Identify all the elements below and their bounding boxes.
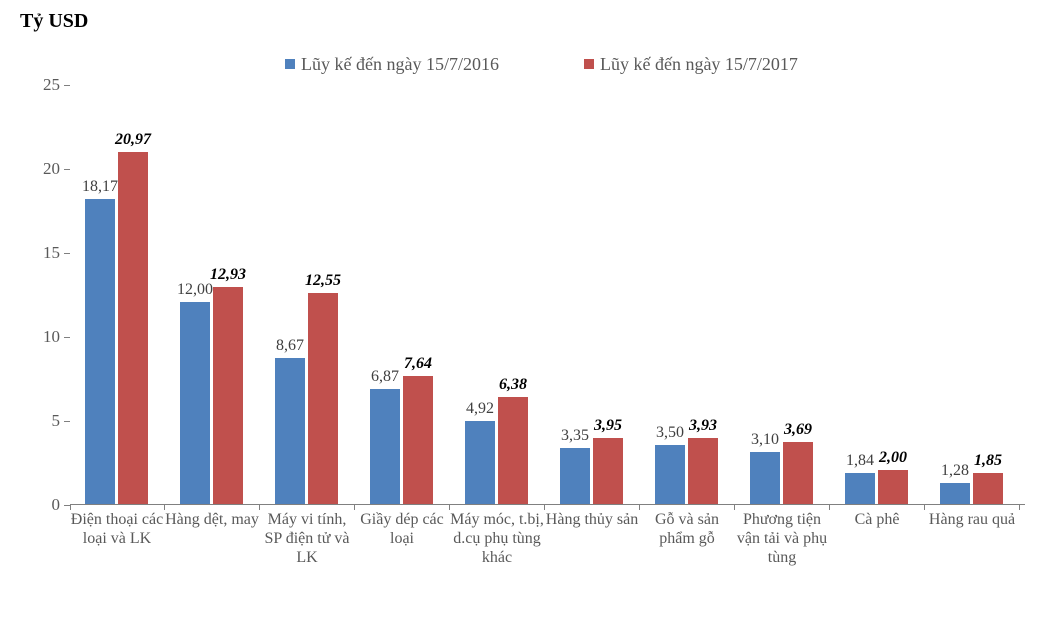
bar-group: 6,877,64 <box>370 376 433 504</box>
bar-value-label: 3,50 <box>656 424 684 442</box>
bar: 12,55 <box>308 293 338 504</box>
y-tick-label: 15 <box>30 243 60 263</box>
bar-value-label: 20,97 <box>115 131 151 149</box>
category-tick <box>70 504 71 510</box>
y-tick <box>64 253 70 254</box>
bar: 3,95 <box>593 438 623 504</box>
bar-group: 18,1720,97 <box>85 152 148 504</box>
legend-swatch-2017 <box>584 59 594 69</box>
bar-group: 1,281,85 <box>940 473 1003 504</box>
category-label: Máy vi tính, SP điện tử và LK <box>260 504 355 568</box>
y-tick <box>64 85 70 86</box>
y-tick <box>64 421 70 422</box>
bar-group: 1,842,00 <box>845 470 908 504</box>
bar: 3,50 <box>655 445 685 504</box>
legend-swatch-2016 <box>285 59 295 69</box>
bar-value-label: 18,17 <box>82 178 118 196</box>
bar-value-label: 3,35 <box>561 427 589 445</box>
bar-value-label: 3,69 <box>784 421 812 439</box>
y-tick-label: 20 <box>30 159 60 179</box>
category-label: Hàng dệt, may <box>165 504 260 529</box>
bar-group: 12,0012,93 <box>180 287 243 504</box>
bar-group: 3,503,93 <box>655 438 718 504</box>
bar-group: 8,6712,55 <box>275 293 338 504</box>
bar-group: 4,926,38 <box>465 397 528 504</box>
bar-value-label: 7,64 <box>404 355 432 373</box>
bar-value-label: 6,38 <box>499 376 527 394</box>
bar-value-label: 3,10 <box>751 431 779 449</box>
bar: 7,64 <box>403 376 433 504</box>
legend: Lũy kế đến ngày 15/7/2016 Lũy kế đến ngà… <box>285 50 1005 78</box>
category-label: Phương tiện vận tải và phụ tùng <box>735 504 830 568</box>
bar: 3,93 <box>688 438 718 504</box>
legend-label-2016: Lũy kế đến ngày 15/7/2016 <box>301 54 499 75</box>
bar: 1,84 <box>845 473 875 504</box>
y-tick <box>64 169 70 170</box>
plot-area: 051015202518,1720,97Điện thoại các loại … <box>70 85 1025 505</box>
bar-group: 3,353,95 <box>560 438 623 504</box>
category-label: Máy móc, t.bị, d.cụ phụ tùng khác <box>450 504 545 568</box>
bar-value-label: 2,00 <box>879 449 907 467</box>
bar: 20,97 <box>118 152 148 504</box>
bar: 3,35 <box>560 448 590 504</box>
y-tick-label: 10 <box>30 327 60 347</box>
bar-value-label: 6,87 <box>371 368 399 386</box>
bar-value-label: 4,92 <box>466 400 494 418</box>
bar: 1,85 <box>973 473 1003 504</box>
bar-group: 3,103,69 <box>750 442 813 504</box>
category-label: Điện thoại các loại và LK <box>70 504 165 548</box>
y-tick-label: 5 <box>30 411 60 431</box>
legend-item-2017: Lũy kế đến ngày 15/7/2017 <box>584 54 798 75</box>
chart-container: Tỷ USD Lũy kế đến ngày 15/7/2016 Lũy kế … <box>20 10 1030 610</box>
bar-value-label: 3,93 <box>689 417 717 435</box>
bar-value-label: 8,67 <box>276 337 304 355</box>
bar-value-label: 12,00 <box>177 281 213 299</box>
category-label: Cà phê <box>830 504 925 529</box>
category-label: Hàng rau quả <box>925 504 1020 529</box>
bar-value-label: 12,93 <box>210 266 246 284</box>
legend-item-2016: Lũy kế đến ngày 15/7/2016 <box>285 54 499 75</box>
bar-value-label: 1,85 <box>974 452 1002 470</box>
bar: 3,69 <box>783 442 813 504</box>
bar-value-label: 12,55 <box>305 272 341 290</box>
legend-label-2017: Lũy kế đến ngày 15/7/2017 <box>600 54 798 75</box>
bar: 18,17 <box>85 199 115 504</box>
category-label: Giầy dép các loại <box>355 504 450 548</box>
category-label: Gỗ và sản phẩm gỗ <box>640 504 735 548</box>
bar: 12,00 <box>180 302 210 504</box>
category-tick <box>1019 504 1020 510</box>
bar: 1,28 <box>940 483 970 505</box>
category-label: Hàng thủy sản <box>545 504 640 529</box>
bar-value-label: 3,95 <box>594 417 622 435</box>
y-tick-label: 0 <box>30 495 60 515</box>
bar-value-label: 1,28 <box>941 462 969 480</box>
y-axis-title: Tỷ USD <box>20 10 88 33</box>
bar: 8,67 <box>275 358 305 504</box>
bar-value-label: 1,84 <box>846 452 874 470</box>
bar: 12,93 <box>213 287 243 504</box>
bar: 2,00 <box>878 470 908 504</box>
bar: 3,10 <box>750 452 780 504</box>
y-tick <box>64 337 70 338</box>
bar: 6,87 <box>370 389 400 504</box>
bar: 6,38 <box>498 397 528 504</box>
y-tick-label: 25 <box>30 75 60 95</box>
bar: 4,92 <box>465 421 495 504</box>
